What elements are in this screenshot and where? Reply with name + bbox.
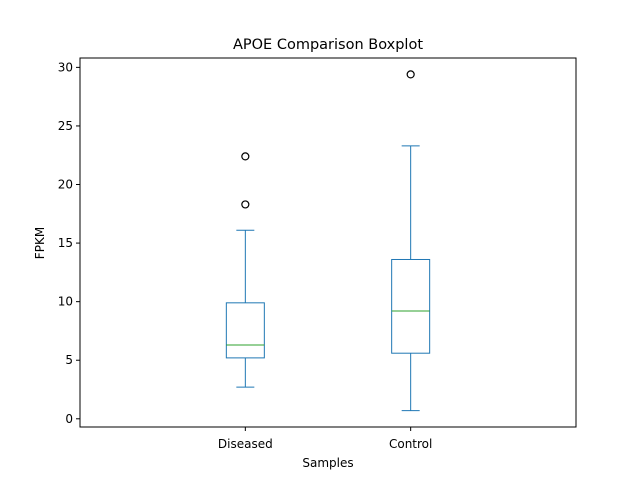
x-tick-label: Control <box>389 437 432 451</box>
iqr-box <box>225 302 265 359</box>
plot-area <box>79 57 577 428</box>
y-tick-label: 5 <box>65 353 73 367</box>
y-tick-label: 10 <box>58 295 73 309</box>
y-tick-label: 0 <box>65 412 73 426</box>
chart-title: APOE Comparison Boxplot <box>233 37 423 53</box>
x-tick-label: Diseased <box>218 437 273 451</box>
y-tick-label: 20 <box>58 178 73 192</box>
outlier-point <box>406 70 415 79</box>
y-tick-label: 25 <box>58 119 73 133</box>
box-control <box>391 70 431 412</box>
y-axis: 0 5 10 15 20 25 30 <box>58 60 80 426</box>
x-axis-label: Samples <box>302 456 353 470</box>
y-tick-label: 30 <box>58 60 73 74</box>
box-series <box>225 70 431 412</box>
y-tick-label: 15 <box>58 236 73 250</box>
outlier-point <box>241 152 250 161</box>
iqr-box <box>391 258 431 354</box>
x-axis: Diseased Control <box>218 427 432 451</box>
box-diseased <box>225 152 265 388</box>
outlier-point <box>241 200 250 209</box>
y-axis-label: FPKM <box>33 227 47 259</box>
